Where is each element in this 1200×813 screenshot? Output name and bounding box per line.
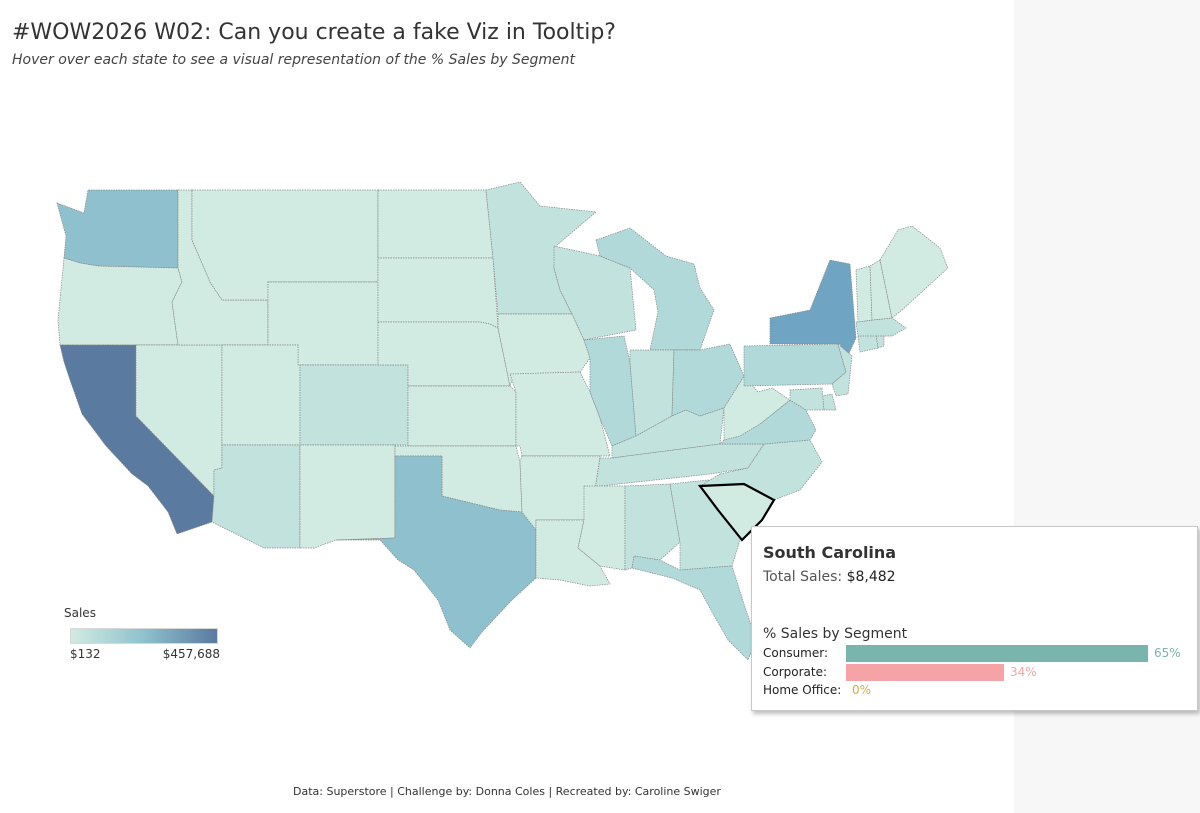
state-texas[interactable] bbox=[335, 455, 537, 649]
state-south-dakota[interactable] bbox=[377, 257, 499, 329]
state-washington[interactable] bbox=[56, 189, 179, 269]
tooltip-state-name: South Carolina bbox=[763, 543, 897, 562]
legend-labels: $132 $457,688 bbox=[64, 647, 220, 663]
state-arizona[interactable] bbox=[211, 444, 301, 549]
segment-pct-label: 34% bbox=[1010, 665, 1037, 679]
dashboard-subtitle: Hover over each state to see a visual re… bbox=[12, 52, 575, 68]
state-utah[interactable] bbox=[221, 344, 301, 446]
state-delaware[interactable] bbox=[821, 393, 837, 411]
state-new-york[interactable] bbox=[769, 259, 857, 361]
segment-bar bbox=[846, 664, 1004, 681]
segment-label: Home Office: bbox=[763, 683, 842, 697]
state-colorado[interactable] bbox=[299, 364, 409, 446]
segment-row-consumer: Consumer: 65% bbox=[763, 645, 1193, 662]
tooltip-segment-title: % Sales by Segment bbox=[763, 626, 908, 642]
state-new-jersey[interactable] bbox=[831, 342, 853, 397]
state-vermont[interactable] bbox=[855, 265, 873, 323]
state-alabama[interactable] bbox=[624, 483, 681, 571]
state-illinois[interactable] bbox=[583, 335, 637, 447]
segment-bar bbox=[846, 645, 1148, 662]
state-ohio[interactable] bbox=[671, 343, 745, 417]
segment-label: Corporate: bbox=[763, 665, 828, 679]
state-florida[interactable] bbox=[631, 555, 757, 661]
state-north-dakota[interactable] bbox=[377, 189, 494, 259]
state-minnesota[interactable] bbox=[485, 181, 597, 315]
state-new-mexico[interactable] bbox=[299, 444, 396, 549]
legend-title: Sales bbox=[64, 606, 96, 620]
segment-row-home-office: Home Office: 0% bbox=[763, 682, 1193, 699]
legend-color-ramp bbox=[70, 628, 218, 644]
legend-min-label: $132 bbox=[70, 647, 101, 661]
sales-legend: Sales $132 $457,688 bbox=[64, 606, 224, 663]
footer-credits: Data: Superstore | Challenge by: Donna C… bbox=[293, 785, 721, 798]
state-maine[interactable] bbox=[879, 225, 949, 319]
legend-max-label: $457,688 bbox=[162, 647, 220, 661]
state-connecticut[interactable] bbox=[857, 333, 879, 353]
us-sales-map bbox=[56, 181, 949, 661]
state-massachusetts[interactable] bbox=[855, 317, 907, 337]
state-maryland[interactable] bbox=[789, 387, 825, 411]
tooltip-total-sales-label: Total Sales: bbox=[763, 569, 843, 585]
tooltip-total-sales: Total Sales: $8,482 bbox=[763, 569, 896, 585]
segment-row-corporate: Corporate: 34% bbox=[763, 664, 1193, 681]
segment-pct-label: 65% bbox=[1154, 646, 1181, 660]
state-tooltip: South Carolina Total Sales: $8,482 % Sal… bbox=[751, 526, 1198, 711]
segment-pct-label: 0% bbox=[852, 683, 872, 697]
state-oregon[interactable] bbox=[57, 257, 183, 346]
state-kentucky[interactable] bbox=[611, 407, 725, 459]
state-kansas[interactable] bbox=[407, 385, 517, 447]
dashboard-title: #WOW2026 W02: Can you create a fake Viz … bbox=[12, 20, 616, 45]
segment-label: Consumer: bbox=[763, 646, 829, 660]
state-pennsylvania[interactable] bbox=[743, 343, 847, 387]
tooltip-total-sales-value: $8,482 bbox=[846, 569, 896, 585]
state-arkansas[interactable] bbox=[519, 455, 601, 532]
